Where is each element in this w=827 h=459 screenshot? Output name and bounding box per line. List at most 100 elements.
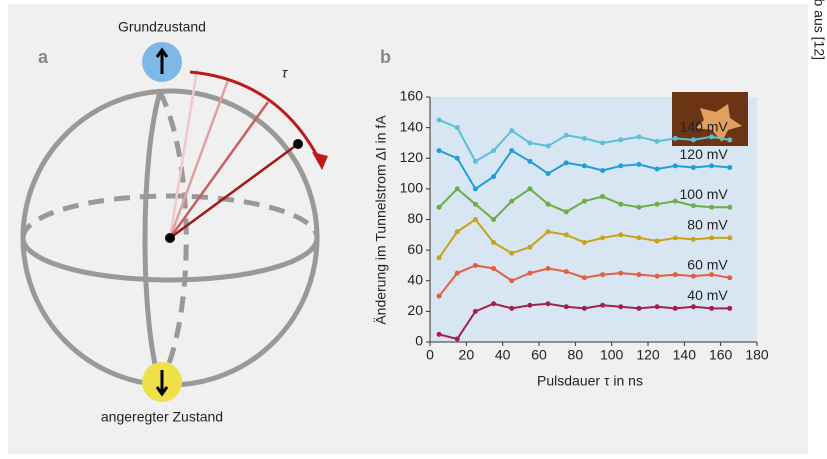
- data-point: [546, 202, 551, 207]
- data-point: [709, 134, 714, 139]
- y-tick-label: 0: [415, 333, 423, 349]
- state-dot: [293, 139, 303, 149]
- data-point: [655, 166, 660, 171]
- x-tick-label: 60: [531, 347, 547, 363]
- page: a τ Grundzustand angeregter Zustand b Pu…: [0, 0, 827, 459]
- data-point: [727, 306, 732, 311]
- data-point: [618, 163, 623, 168]
- center-dot: [165, 233, 175, 243]
- data-point: [636, 205, 641, 210]
- data-point: [618, 202, 623, 207]
- data-point: [473, 159, 478, 164]
- data-point: [546, 171, 551, 176]
- data-point: [582, 306, 587, 311]
- data-point: [455, 125, 460, 130]
- y-tick-label: 80: [407, 210, 423, 226]
- source: b aus [12]: [811, 0, 827, 60]
- series-label: 120 mV: [680, 146, 729, 162]
- y-tick-label: 20: [407, 302, 423, 318]
- x-tick-label: 180: [745, 347, 769, 363]
- data-point: [673, 235, 678, 240]
- data-point: [600, 303, 605, 308]
- data-point: [509, 148, 514, 153]
- x-axis-label: Pulsdauer τ in ns: [537, 373, 643, 389]
- data-point: [491, 240, 496, 245]
- data-point: [582, 136, 587, 141]
- data-point: [437, 117, 442, 122]
- data-point: [491, 266, 496, 271]
- data-point: [437, 294, 442, 299]
- x-tick-label: 120: [636, 347, 660, 363]
- data-point: [582, 163, 587, 168]
- data-point: [509, 251, 514, 256]
- data-point: [636, 272, 641, 277]
- x-tick-label: 160: [709, 347, 733, 363]
- data-point: [655, 238, 660, 243]
- y-tick-label: 160: [400, 88, 424, 104]
- state-label: Grundzustand: [118, 19, 206, 35]
- data-point: [491, 174, 496, 179]
- data-point: [546, 266, 551, 271]
- data-point: [636, 235, 641, 240]
- data-point: [437, 255, 442, 260]
- y-tick-label: 120: [400, 149, 424, 165]
- x-tick-label: 140: [673, 347, 697, 363]
- data-point: [655, 139, 660, 144]
- data-point: [691, 237, 696, 242]
- data-point: [455, 271, 460, 276]
- data-point: [509, 306, 514, 311]
- data-point: [564, 209, 569, 214]
- data-point: [491, 217, 496, 222]
- data-point: [709, 235, 714, 240]
- data-point: [582, 275, 587, 280]
- data-point: [673, 136, 678, 141]
- data-point: [455, 156, 460, 161]
- data-point: [673, 163, 678, 168]
- data-point: [509, 278, 514, 283]
- data-point: [527, 159, 532, 164]
- data-point: [527, 303, 532, 308]
- data-point: [691, 137, 696, 142]
- data-point: [655, 304, 660, 309]
- data-point: [709, 272, 714, 277]
- series-label: 80 mV: [687, 217, 728, 233]
- data-point: [727, 205, 732, 210]
- data-point: [600, 194, 605, 199]
- data-point: [618, 232, 623, 237]
- x-tick-label: 100: [600, 347, 624, 363]
- data-point: [564, 232, 569, 237]
- panel-label: a: [38, 47, 49, 67]
- data-point: [727, 235, 732, 240]
- data-point: [564, 304, 569, 309]
- data-point: [491, 301, 496, 306]
- data-point: [709, 205, 714, 210]
- data-point: [618, 304, 623, 309]
- data-point: [455, 229, 460, 234]
- series-label: 60 mV: [687, 256, 728, 272]
- x-tick-label: 0: [426, 347, 434, 363]
- data-point: [709, 163, 714, 168]
- panel-label: b: [380, 47, 391, 67]
- data-point: [691, 304, 696, 309]
- data-point: [655, 202, 660, 207]
- data-point: [473, 263, 478, 268]
- series-label: 100 mV: [680, 186, 729, 202]
- data-point: [455, 186, 460, 191]
- data-point: [509, 128, 514, 133]
- data-point: [527, 245, 532, 250]
- data-point: [727, 165, 732, 170]
- data-point: [527, 186, 532, 191]
- data-point: [564, 160, 569, 165]
- y-tick-label: 140: [400, 118, 424, 134]
- data-point: [600, 140, 605, 145]
- data-point: [727, 275, 732, 280]
- x-tick-label: 40: [495, 347, 511, 363]
- data-point: [636, 306, 641, 311]
- x-tick-label: 80: [568, 347, 584, 363]
- data-point: [691, 203, 696, 208]
- data-point: [636, 134, 641, 139]
- data-point: [527, 271, 532, 276]
- figure: a τ Grundzustand angeregter Zustand b Pu…: [0, 0, 827, 459]
- state-label: angeregter Zustand: [101, 409, 223, 425]
- series-label: 40 mV: [687, 287, 728, 303]
